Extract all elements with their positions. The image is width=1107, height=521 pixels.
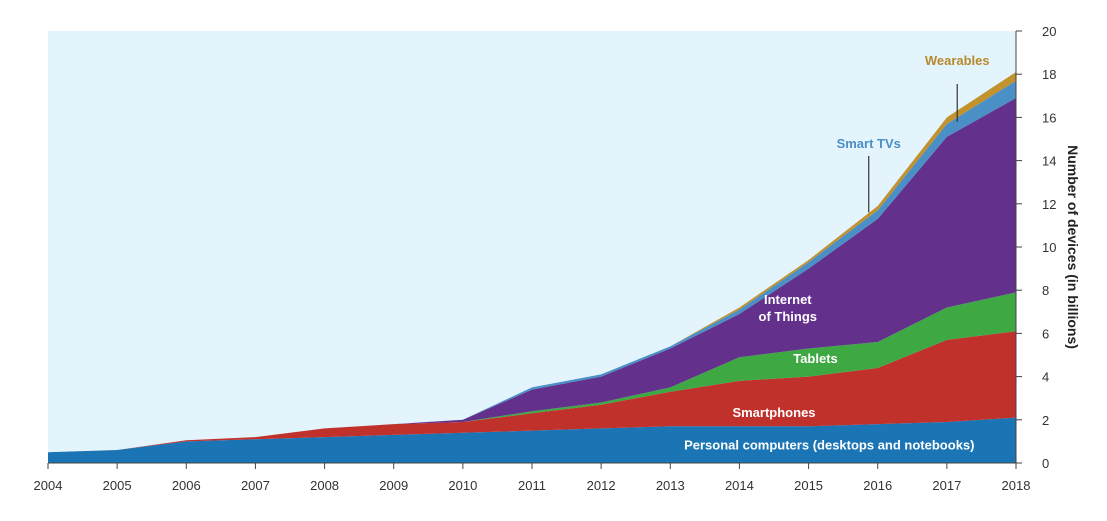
- x-tick-label: 2010: [448, 478, 477, 493]
- x-tick-label: 2016: [863, 478, 892, 493]
- area-personal-computers-desktops-and-notebooks: [48, 417, 1016, 463]
- x-tick-label: 2012: [587, 478, 616, 493]
- y-tick-label: 2: [1042, 413, 1049, 428]
- x-tick-label: 2014: [725, 478, 754, 493]
- label-iot-line2: of Things: [759, 309, 818, 324]
- y-tick-label: 10: [1042, 240, 1056, 255]
- y-axis: 0 2 4 6 8 10 12 14 16 18 20: [1015, 24, 1056, 471]
- x-tick-label: 2006: [172, 478, 201, 493]
- x-tick-label: 2011: [518, 478, 546, 493]
- x-tick-label: 2015: [794, 478, 823, 493]
- y-tick-label: 6: [1042, 326, 1049, 341]
- area-internet-of-things: [48, 98, 1016, 453]
- x-tick-label: 2007: [241, 478, 270, 493]
- y-tick-label: 0: [1042, 456, 1049, 471]
- y-tick-label: 14: [1042, 154, 1056, 169]
- y-tick-label: 8: [1042, 283, 1049, 298]
- x-tick-label: 2018: [1002, 478, 1031, 493]
- y-tick-label: 20: [1042, 24, 1056, 39]
- y-tick-label: 16: [1042, 110, 1056, 125]
- x-tick-label: 2013: [656, 478, 685, 493]
- x-tick-label: 2004: [34, 478, 63, 493]
- y-tick-label: 4: [1042, 370, 1049, 385]
- x-tick-label: 2017: [932, 478, 961, 493]
- label-smart-tvs: Smart TVs: [837, 136, 901, 151]
- y-axis-title: Number of devices (in billions): [1065, 145, 1081, 349]
- area-layers: [48, 72, 1016, 463]
- x-tick-label: 2009: [379, 478, 408, 493]
- y-tick-label: 18: [1042, 67, 1056, 82]
- x-tick-label: 2008: [310, 478, 339, 493]
- label-wearables: Wearables: [925, 53, 990, 68]
- label-personal-computers: Personal computers (desktops and noteboo…: [684, 438, 974, 453]
- label-smartphones: Smartphones: [732, 405, 815, 420]
- label-iot-line1: Internet: [764, 292, 812, 307]
- callout-lines: [868, 84, 958, 213]
- x-axis: 2004 2005 2006 2007 2008 2009 2010 2011 2012 2013…: [34, 462, 1031, 493]
- x-tick-label: 2005: [103, 478, 132, 493]
- y-tick-label: 12: [1042, 197, 1056, 212]
- area-tablets: [48, 292, 1016, 453]
- label-tablets: Tablets: [793, 351, 838, 366]
- area-smartphones: [48, 331, 1016, 453]
